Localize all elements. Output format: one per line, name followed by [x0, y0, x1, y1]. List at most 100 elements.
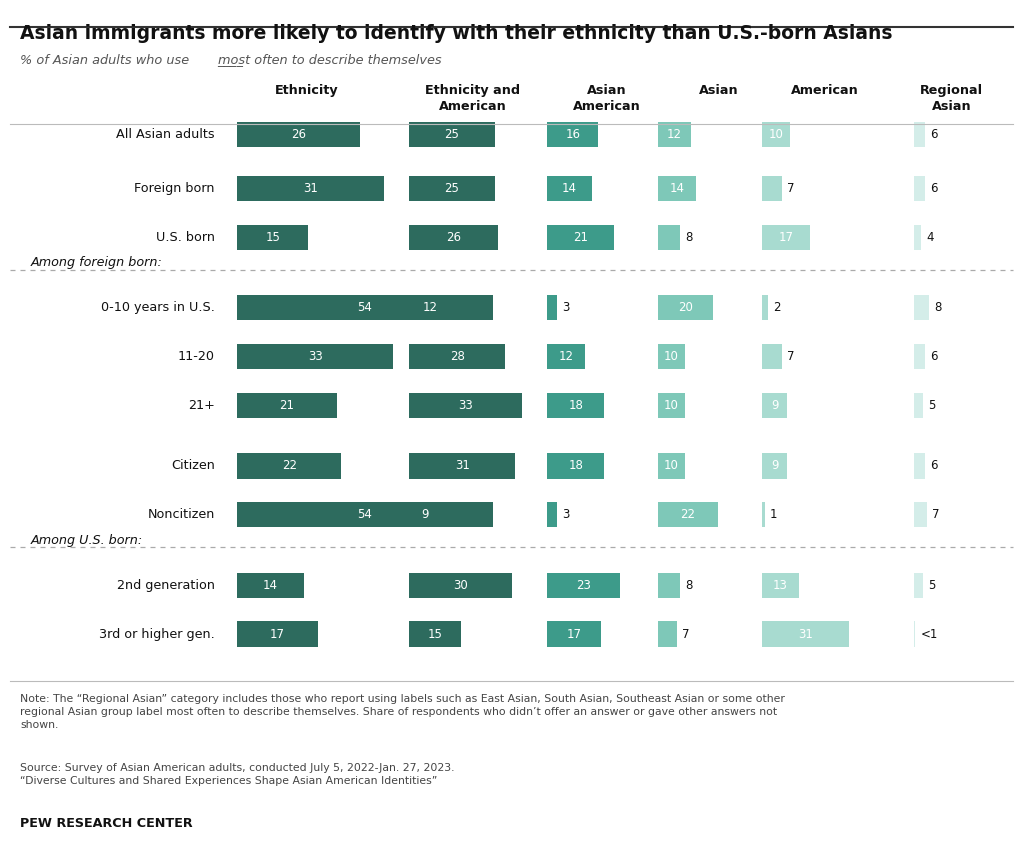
Bar	[914, 225, 922, 250]
Text: 8: 8	[934, 301, 941, 315]
Text: 13: 13	[773, 579, 788, 592]
Text: 28: 28	[450, 350, 464, 363]
Bar	[547, 573, 620, 598]
Text: ____: ____	[217, 54, 242, 66]
Text: 26: 26	[292, 128, 306, 141]
Bar	[914, 393, 923, 418]
Text: 15: 15	[265, 230, 280, 244]
Text: 1: 1	[770, 508, 777, 521]
Text: 22: 22	[281, 459, 297, 473]
Bar	[409, 122, 495, 147]
Bar	[409, 502, 440, 527]
Text: Regional
Asian: Regional Asian	[920, 84, 983, 113]
Bar	[914, 122, 925, 147]
Text: 9: 9	[771, 459, 779, 473]
Text: 21: 21	[573, 230, 588, 244]
Bar	[658, 393, 685, 418]
Text: 12: 12	[559, 350, 574, 363]
Bar	[658, 502, 718, 527]
Text: 3: 3	[562, 301, 570, 315]
Text: 0-10 years in U.S.: 0-10 years in U.S.	[101, 301, 215, 315]
Text: 2nd generation: 2nd generation	[117, 579, 215, 592]
Text: 5: 5	[929, 579, 936, 592]
Bar	[237, 176, 384, 201]
Bar	[762, 122, 790, 147]
Text: Foreign born: Foreign born	[134, 182, 215, 195]
Text: 11-20: 11-20	[178, 350, 215, 363]
Text: 2: 2	[773, 301, 781, 315]
Bar	[914, 453, 925, 479]
Bar	[547, 453, 605, 479]
Bar	[237, 453, 342, 479]
Text: 6: 6	[930, 459, 938, 473]
Text: 6: 6	[930, 350, 938, 363]
Bar	[914, 344, 925, 369]
Text: 54: 54	[357, 301, 372, 315]
Text: 18: 18	[569, 459, 583, 473]
Text: 12: 12	[422, 301, 437, 315]
Text: Source: Survey of Asian American adults, conducted July 5, 2022-Jan. 27, 2023.
“: Source: Survey of Asian American adults,…	[20, 763, 455, 786]
Text: 7: 7	[932, 508, 940, 521]
Bar	[237, 502, 492, 527]
Text: PEW RESEARCH CENTER: PEW RESEARCH CENTER	[20, 817, 193, 830]
Bar	[762, 453, 788, 479]
Bar	[547, 344, 585, 369]
Bar	[658, 295, 713, 320]
Bar	[409, 344, 505, 369]
Text: 8: 8	[684, 579, 693, 592]
Text: 12: 12	[667, 128, 681, 141]
Bar	[547, 225, 614, 250]
Bar	[409, 453, 516, 479]
Text: 4: 4	[927, 230, 934, 244]
Bar	[547, 621, 602, 647]
Bar	[237, 122, 360, 147]
Bar	[762, 621, 849, 647]
Text: Asian
American: Asian American	[573, 84, 640, 113]
Text: 7: 7	[787, 350, 795, 363]
Text: <1: <1	[921, 627, 938, 641]
Text: 7: 7	[787, 182, 795, 195]
Bar	[409, 621, 460, 647]
Text: 10: 10	[664, 350, 679, 363]
Bar	[762, 295, 767, 320]
Bar	[237, 344, 393, 369]
Bar	[658, 176, 697, 201]
Bar	[658, 453, 685, 479]
Text: U.S. born: U.S. born	[155, 230, 215, 244]
Text: Note: The “Regional Asian” category includes those who report using labels such : Note: The “Regional Asian” category incl…	[20, 694, 786, 730]
Bar	[409, 573, 513, 598]
Text: 18: 18	[569, 399, 583, 412]
Text: 3: 3	[562, 508, 570, 521]
Bar	[409, 393, 523, 418]
Text: 3rd or higher gen.: 3rd or higher gen.	[99, 627, 215, 641]
Text: 16: 16	[565, 128, 580, 141]
Bar	[914, 295, 929, 320]
Bar	[409, 225, 498, 250]
Bar	[658, 122, 691, 147]
Bar	[409, 176, 495, 201]
Bar	[409, 295, 450, 320]
Text: 23: 23	[576, 579, 591, 592]
Text: All Asian adults: All Asian adults	[117, 128, 215, 141]
Bar	[547, 393, 605, 418]
Text: 17: 17	[567, 627, 582, 641]
Text: 30: 30	[453, 579, 468, 592]
Text: 22: 22	[680, 508, 696, 521]
Text: 10: 10	[664, 459, 679, 473]
Text: % of Asian adults who use       most often to describe themselves: % of Asian adults who use most often to …	[20, 54, 442, 66]
Text: 15: 15	[428, 627, 442, 641]
Bar	[237, 393, 337, 418]
Text: American: American	[791, 84, 858, 97]
Text: Asian immigrants more likely to identify with their ethnicity than U.S.-born Asi: Asian immigrants more likely to identify…	[20, 24, 893, 43]
Text: Noncitizen: Noncitizen	[147, 508, 215, 521]
Text: 25: 25	[445, 128, 459, 141]
Text: 14: 14	[263, 579, 278, 592]
Text: 33: 33	[458, 399, 473, 412]
Text: 54: 54	[357, 508, 372, 521]
Text: 26: 26	[446, 230, 461, 244]
Text: 8: 8	[684, 230, 693, 244]
Text: 14: 14	[669, 182, 684, 195]
Bar	[547, 295, 557, 320]
Bar	[547, 502, 557, 527]
Bar	[547, 176, 591, 201]
